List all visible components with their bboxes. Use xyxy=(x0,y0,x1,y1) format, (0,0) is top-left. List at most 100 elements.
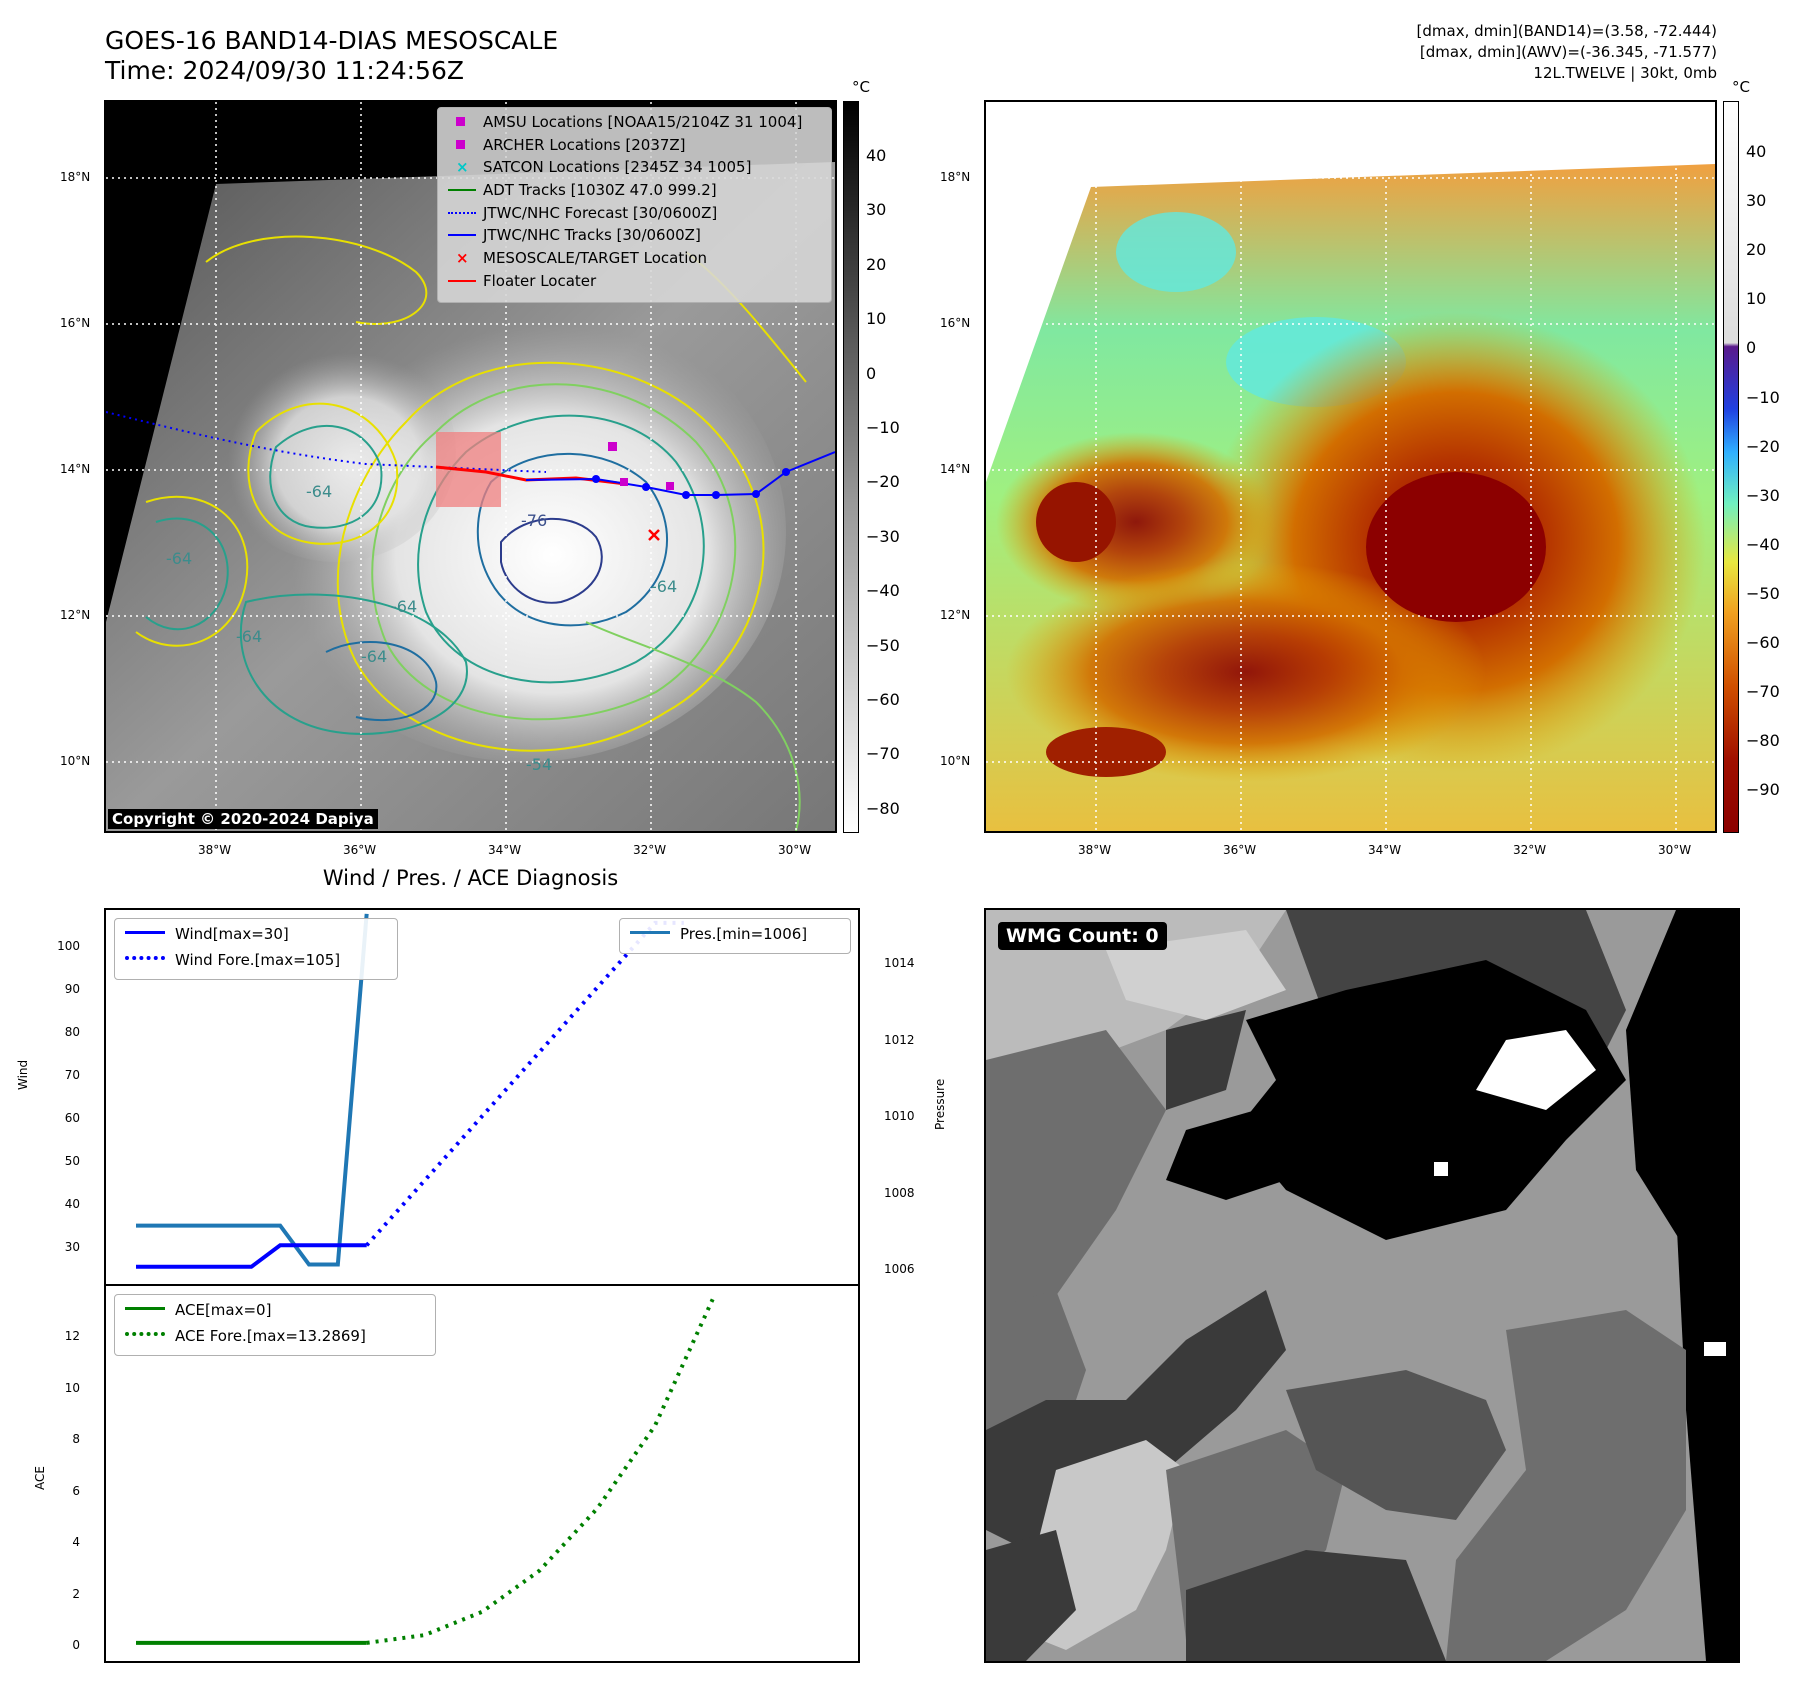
adt-line-icon xyxy=(448,189,476,191)
pressure-series-line xyxy=(136,913,369,1267)
lat-label: 12°N xyxy=(60,608,91,622)
colorbar-tick-label: 0 xyxy=(1746,338,1757,358)
copyright-badge: Copyright © 2020-2024 Dapiya xyxy=(108,809,378,829)
axis-tick-label: 1014 xyxy=(884,956,915,970)
pressure-legend: Pres.[min=1006] xyxy=(619,918,851,954)
lon-label: 36°W xyxy=(1223,843,1257,857)
axis-tick-label: 1006 xyxy=(884,1262,915,1276)
colorbar-tick-label: −80 xyxy=(866,798,900,818)
ace-forecast-series-line xyxy=(366,1298,715,1645)
legend-item-satcon: SATCON Locations [2345Z 34 1005] xyxy=(483,158,752,176)
axis-tick-label: 1012 xyxy=(884,1032,915,1047)
wind-forecast-series-line xyxy=(365,920,684,1247)
legend-ace-fore: ACE Fore.[max=13.2869] xyxy=(175,1327,366,1345)
lon-label: 38°W xyxy=(1078,843,1112,857)
ace-chart[interactable]: ACE[max=0] ACE Fore.[max=13.2869] xyxy=(104,1284,860,1663)
colorbar-tick-label: −90 xyxy=(1746,780,1780,800)
axis-tick-label: 60 xyxy=(64,1111,80,1125)
colorbar-tick-label: 0 xyxy=(866,363,877,383)
forecast-line-icon xyxy=(448,212,476,214)
contour-label: -64 xyxy=(306,482,332,501)
tracks-line-icon xyxy=(448,234,476,236)
lon-label: 30°W xyxy=(778,843,812,857)
axis-tick-label: 4 xyxy=(72,1535,80,1549)
wind-pressure-chart[interactable]: Wind[max=30] Wind Fore.[max=105] Pres.[m… xyxy=(104,908,860,1286)
wmg-panel[interactable]: WMG Count: 0 xyxy=(984,908,1740,1663)
contour-label: -54 xyxy=(526,755,552,774)
axis-tick-label: 80 xyxy=(64,1025,80,1039)
main-title: GOES-16 BAND14-DIAS MESOSCALE xyxy=(105,26,559,55)
lon-label: 32°W xyxy=(1513,843,1547,857)
colorbar-tick-label: −10 xyxy=(866,418,900,437)
axis-tick-label: 10 xyxy=(64,1380,80,1395)
floater-line-icon xyxy=(448,280,476,282)
lat-label: 16°N xyxy=(60,316,91,330)
axis-tick-label: 0 xyxy=(72,1638,80,1652)
enhanced-ir-image xyxy=(986,102,1715,831)
axis-tick-label: 70 xyxy=(64,1068,80,1082)
wind-line-icon xyxy=(125,931,165,934)
info-storm: 12L.TWELVE | 30kt, 0mb xyxy=(1533,64,1717,82)
amsu-marker-icon xyxy=(456,117,465,126)
color-colorbar xyxy=(1723,101,1739,833)
legend-wind-fore: Wind Fore.[max=105] xyxy=(175,951,341,969)
wind-legend: Wind[max=30] Wind Fore.[max=105] xyxy=(114,918,398,980)
satcon-marker-icon: × xyxy=(456,158,469,176)
legend-item-adt: ADT Tracks [1030Z 47.0 999.2] xyxy=(483,181,717,199)
lon-label: 36°W xyxy=(343,843,377,857)
colorbar-tick-label: −70 xyxy=(866,744,900,764)
colorbar-tick-label: −40 xyxy=(1746,534,1780,554)
axis-tick-label: 100 xyxy=(57,939,80,953)
contour-label: -64 xyxy=(236,627,262,646)
wind-axis-label: Wind xyxy=(16,1059,30,1090)
axis-tick-label: 40 xyxy=(64,1197,80,1211)
colorbar-tick-label: 20 xyxy=(1746,240,1767,260)
lon-label: 32°W xyxy=(633,843,667,857)
lon-label: 30°W xyxy=(1658,843,1692,857)
map-colorbar xyxy=(843,101,859,833)
contour-label: -64 xyxy=(361,647,387,666)
axis-tick-label: 1008 xyxy=(884,1185,915,1200)
colorbar-tick-label: 40 xyxy=(866,146,887,165)
colorbar-tick-label: −50 xyxy=(866,635,900,655)
lon-label: 34°W xyxy=(488,843,522,857)
colorbar-tick-label: 40 xyxy=(1746,142,1767,161)
colorbar-tick-label: −60 xyxy=(866,690,900,709)
info-awv: [dmax, dmin](AWV)=(-36.345, -71.577) xyxy=(1419,43,1717,61)
legend-item-amsu: AMSU Locations [NOAA15/2104Z 31 1004] xyxy=(483,113,803,131)
colorbar-tick-label: −50 xyxy=(1746,583,1780,603)
colorbar-tick-label: −10 xyxy=(1746,387,1780,407)
axis-tick-label: 1010 xyxy=(884,1109,915,1123)
colorbar-tick-label: 20 xyxy=(866,254,887,274)
map-legend: AMSU Locations [NOAA15/2104Z 31 1004] AR… xyxy=(437,107,832,303)
axis-tick-label: 12 xyxy=(64,1329,80,1343)
colorbar-tick-label: −30 xyxy=(1746,485,1780,505)
colorbar-tick-label: 10 xyxy=(1746,289,1767,309)
color-colorbar-unit: °C xyxy=(1732,78,1750,96)
axis-tick-label: 2 xyxy=(72,1586,80,1601)
colorbar-tick-label: 30 xyxy=(866,200,887,220)
legend-item-archer: ARCHER Locations [2037Z] xyxy=(483,136,686,154)
pres-line-icon xyxy=(630,931,670,934)
legend-item-forecast: JTWC/NHC Forecast [30/0600Z] xyxy=(483,204,718,222)
axis-tick-label: 8 xyxy=(72,1432,80,1446)
timestamp: Time: 2024/09/30 11:24:56Z xyxy=(105,56,464,85)
legend-wind: Wind[max=30] xyxy=(175,925,289,943)
axis-tick-label: 6 xyxy=(72,1483,80,1498)
ace-fore-line-icon xyxy=(125,1332,165,1336)
colorbar-tick-label: −80 xyxy=(1746,731,1780,751)
ir-satellite-map[interactable]: -76 -64 -64 -64 -64 -64 -64 -54 AMSU Loc… xyxy=(104,100,837,833)
lat-label: 16°N xyxy=(940,316,971,330)
ace-line-icon xyxy=(125,1307,165,1310)
lat-label: 18°N xyxy=(940,170,971,184)
enhanced-ir-map[interactable] xyxy=(984,100,1717,833)
contour-label: -64 xyxy=(651,577,677,596)
lat-label: 14°N xyxy=(940,462,971,476)
colorbar-tick-label: 10 xyxy=(866,309,887,329)
archer-marker-icon xyxy=(456,140,465,149)
ace-axis-label: ACE xyxy=(33,1466,47,1490)
wmg-count-badge: WMG Count: 0 xyxy=(998,922,1167,950)
axis-tick-label: 90 xyxy=(64,982,80,996)
colorbar-tick-label: 30 xyxy=(1746,191,1767,211)
lat-label: 10°N xyxy=(60,754,91,768)
